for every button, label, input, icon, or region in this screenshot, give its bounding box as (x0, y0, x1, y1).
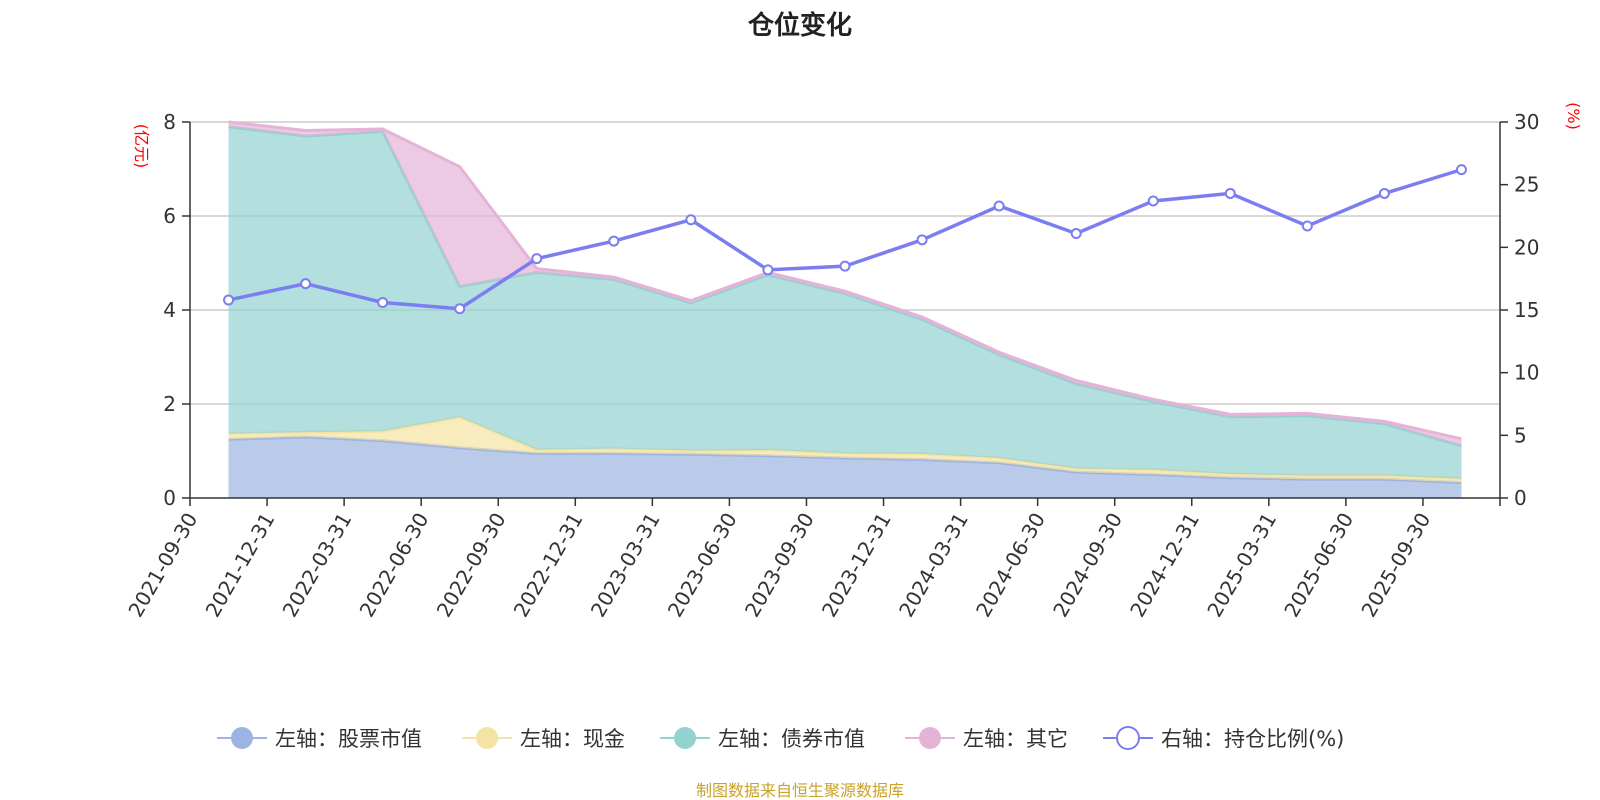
legend-marker-4 (1116, 726, 1140, 750)
ratio-point-8 (839, 260, 851, 272)
ratio-point-12 (1147, 195, 1159, 207)
right-tick-label-0: 0 (1514, 486, 1527, 510)
right-tick-label-5: 25 (1514, 173, 1539, 197)
left-tick-label-1: 2 (163, 392, 176, 416)
ratio-line (223, 164, 1467, 315)
legend-label-1: 左轴：现金 (520, 727, 625, 751)
x-tick-label-8: 2023-09-30 (740, 509, 819, 622)
ratio-point-10 (993, 200, 1005, 212)
x-tick-label-4: 2022-09-30 (432, 509, 511, 622)
left-tick-label-3: 6 (163, 204, 176, 228)
right-tick-label-3: 15 (1514, 298, 1539, 322)
ratio-point-6 (685, 214, 697, 226)
chart-title: 仓位变化 (747, 10, 852, 41)
ratio-point-11 (1070, 228, 1082, 240)
ratio-point-14 (1301, 220, 1313, 232)
x-tick-label-5: 2022-12-31 (509, 509, 588, 622)
legend-marker-3 (919, 727, 941, 749)
x-tick-label-6: 2023-03-31 (586, 509, 665, 622)
legend-label-3: 左轴：其它 (963, 727, 1068, 751)
legend-label-0: 左轴：股票市值 (275, 727, 422, 751)
legend-marker-1 (476, 727, 498, 749)
x-tick-label-10: 2024-03-31 (894, 509, 973, 622)
legend-label-2: 左轴：债券市值 (718, 727, 865, 751)
left-axis-unit: (亿元) (132, 124, 151, 169)
x-tick-label-1: 2021-12-31 (200, 509, 279, 622)
ratio-point-16 (1455, 164, 1467, 176)
x-tick-label-16: 2025-09-30 (1356, 509, 1435, 622)
x-tick-label-14: 2025-03-31 (1202, 509, 1281, 622)
legend-marker-0 (231, 727, 253, 749)
ratio-point-9 (916, 234, 928, 246)
x-tick-label-13: 2024-12-31 (1125, 509, 1204, 622)
legend: 左轴：股票市值 左轴：现金 左轴：债券市值 左轴：其它 右轴：持仓比例(%) (217, 726, 1344, 751)
ratio-point-3 (454, 303, 466, 315)
ratio-point-4 (531, 253, 543, 265)
left-tick-label-0: 0 (163, 486, 176, 510)
data-source-note: 制图数据来自恒生聚源数据库 (696, 781, 904, 800)
right-axis-unit: (%) (1564, 102, 1583, 130)
ratio-point-7 (762, 264, 774, 276)
right-tick-label-6: 30 (1514, 110, 1539, 134)
left-tick-label-4: 8 (163, 110, 176, 134)
legend-label-4: 右轴：持仓比例(%) (1161, 727, 1344, 751)
ratio-point-13 (1224, 187, 1236, 199)
right-tick-label-1: 5 (1514, 423, 1527, 447)
ratio-point-5 (608, 235, 620, 247)
x-tick-label-11: 2024-06-30 (971, 509, 1050, 622)
x-tick-label-0: 2021-09-30 (123, 509, 202, 622)
ratio-point-1 (300, 278, 312, 290)
x-tick-label-2: 2022-03-31 (278, 509, 357, 622)
ratio-point-2 (377, 296, 389, 308)
x-tick-label-9: 2023-12-31 (817, 509, 896, 622)
left-tick-label-2: 4 (163, 298, 176, 322)
area-series-0 (228, 436, 1462, 498)
x-tick-label-7: 2023-06-30 (663, 509, 742, 622)
right-tick-label-4: 20 (1514, 235, 1539, 259)
x-tick-label-15: 2025-06-30 (1279, 509, 1358, 622)
ratio-point-0 (223, 294, 235, 306)
legend-marker-2 (674, 727, 696, 749)
ratio-point-15 (1378, 187, 1390, 199)
right-tick-label-2: 10 (1514, 361, 1539, 385)
x-tick-label-3: 2022-06-30 (355, 509, 434, 622)
area-edge-series-3 (228, 120, 1462, 441)
x-tick-label-12: 2024-09-30 (1048, 509, 1127, 622)
area-series-2 (228, 126, 1462, 479)
stacked-areas (228, 120, 1462, 498)
